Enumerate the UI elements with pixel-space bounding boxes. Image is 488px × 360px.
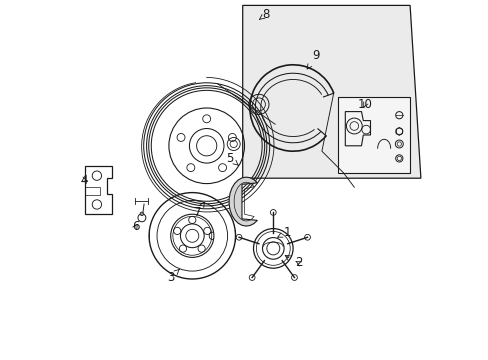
Text: 4: 4	[81, 174, 88, 186]
Circle shape	[140, 212, 143, 216]
Text: 1: 1	[277, 226, 291, 239]
Polygon shape	[242, 5, 420, 178]
Polygon shape	[337, 97, 409, 173]
Text: 8: 8	[259, 8, 269, 21]
Text: 6: 6	[132, 220, 139, 233]
Text: 3: 3	[167, 269, 179, 284]
Polygon shape	[229, 177, 257, 226]
Text: 5: 5	[226, 152, 238, 166]
Text: 10: 10	[357, 98, 372, 111]
Text: 9: 9	[306, 49, 320, 69]
Text: 7: 7	[194, 202, 204, 219]
Text: 2: 2	[294, 256, 302, 269]
